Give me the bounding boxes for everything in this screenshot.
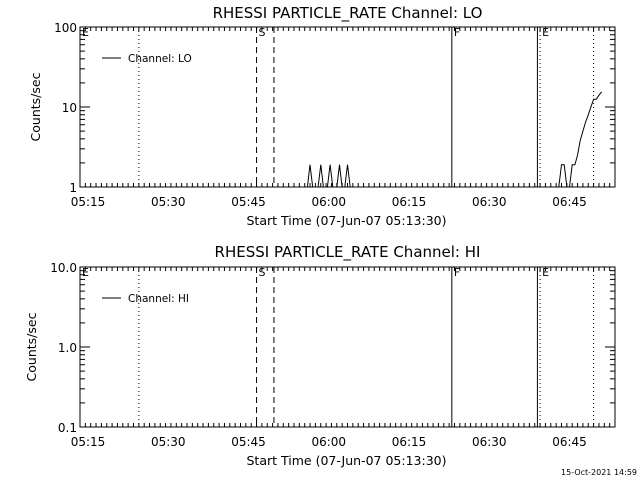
x-tick-label: 06:30	[472, 195, 507, 209]
event-marker-label: S	[259, 26, 266, 39]
y-tick-label: 10.0	[50, 261, 77, 275]
x-tick-label: 06:30	[472, 435, 507, 449]
x-axis-label: Start Time (07-Jun-07 05:13:30)	[247, 213, 447, 228]
timestamp-label: 15-Oct-2021 14:59	[561, 468, 637, 477]
x-tick-label: 06:45	[552, 435, 587, 449]
series-line	[306, 91, 602, 188]
x-tick-label: 05:15	[71, 195, 106, 209]
x-tick-label: 06:00	[311, 435, 346, 449]
event-marker-label: E	[542, 266, 549, 279]
x-tick-label: 06:00	[311, 195, 346, 209]
y-tick-label: 1	[69, 181, 77, 195]
plot-frame	[79, 266, 616, 428]
x-tick-label: 05:45	[231, 435, 266, 449]
x-tick-label: 06:15	[392, 435, 427, 449]
y-axis-label: Counts/sec	[28, 72, 43, 141]
x-tick-label: 05:30	[151, 195, 186, 209]
y-tick-label: 100	[54, 21, 77, 35]
event-marker-label: E	[542, 26, 549, 39]
x-tick-label: 05:30	[151, 435, 186, 449]
plot-frame	[79, 26, 616, 188]
x-tick-label: 05:15	[71, 435, 106, 449]
y-axis-label: Counts/sec	[24, 312, 39, 381]
chart-panel-2: RHESSI PARTICLE_RATE Channel: HI E S F E 05:1…	[24, 243, 616, 468]
x-tick-label: 05:45	[231, 195, 266, 209]
chart-title: RHESSI PARTICLE_RATE Channel: HI	[215, 243, 481, 262]
event-marker-label: S	[259, 266, 266, 279]
x-axis-label: Start Time (07-Jun-07 05:13:30)	[247, 453, 447, 468]
x-tick-label: 06:45	[552, 195, 587, 209]
y-tick-label: 0.1	[58, 421, 77, 435]
event-marker-label: F	[454, 26, 460, 39]
chart-panel-1: RHESSI PARTICLE_RATE Channel: LO E S F E 05:1…	[28, 4, 616, 228]
chart-title: RHESSI PARTICLE_RATE Channel: LO	[213, 4, 483, 23]
x-tick-label: 06:15	[392, 195, 427, 209]
y-tick-label: 10	[62, 101, 77, 115]
event-marker-label: E	[82, 266, 89, 279]
event-marker-label: E	[82, 26, 89, 39]
legend-label: Channel: LO	[128, 53, 192, 65]
legend-label: Channel: HI	[128, 293, 189, 305]
event-marker-label: F	[454, 266, 460, 279]
y-tick-label: 1.0	[58, 341, 77, 355]
